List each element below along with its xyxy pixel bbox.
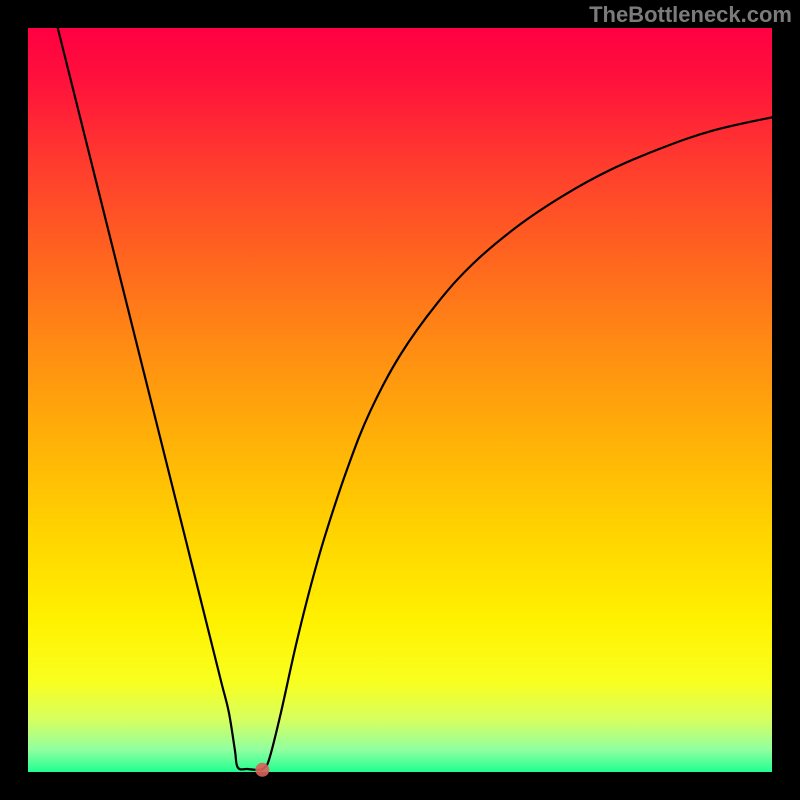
bottleneck-chart <box>0 0 800 800</box>
optimal-point-marker <box>255 763 269 777</box>
chart-container: TheBottleneck.com <box>0 0 800 800</box>
